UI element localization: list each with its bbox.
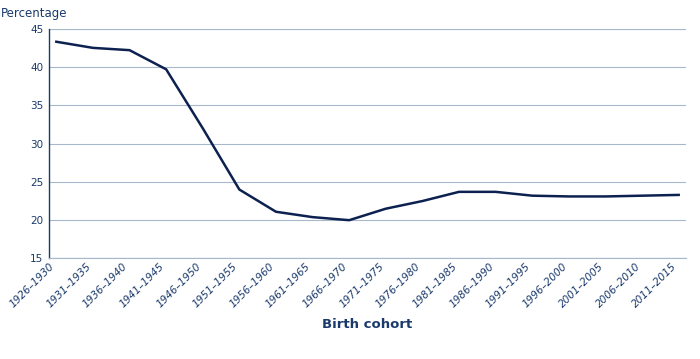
Text: Percentage: Percentage	[1, 6, 68, 19]
X-axis label: Birth cohort: Birth cohort	[323, 318, 412, 331]
